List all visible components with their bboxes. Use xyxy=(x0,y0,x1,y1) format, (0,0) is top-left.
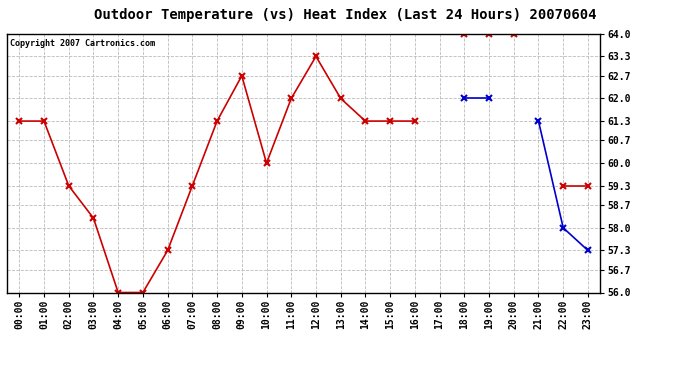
Text: Copyright 2007 Cartronics.com: Copyright 2007 Cartronics.com xyxy=(10,39,155,48)
Text: Outdoor Temperature (vs) Heat Index (Last 24 Hours) 20070604: Outdoor Temperature (vs) Heat Index (Las… xyxy=(94,8,596,21)
